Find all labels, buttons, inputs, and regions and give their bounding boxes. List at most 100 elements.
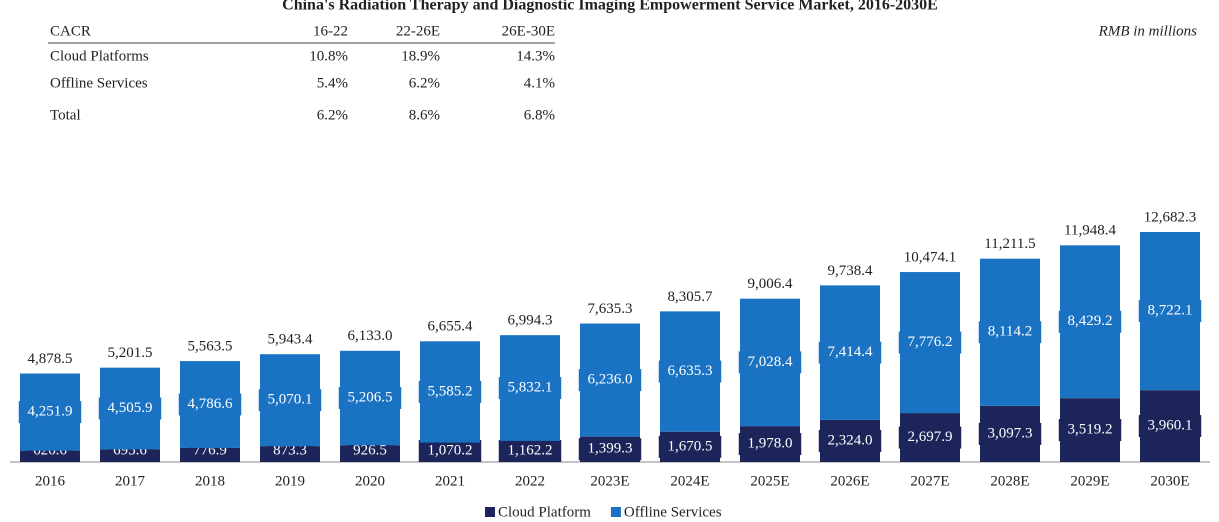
table-header: 16-22 [313,23,348,39]
data-label: 2,324.0 [828,432,873,448]
x-tick-label: 2025E [750,473,789,489]
x-tick-label: 2026E [830,473,869,489]
data-label-box [898,426,962,449]
data-label: 1,670.5 [668,438,713,454]
data-label-box [178,393,242,416]
total-label: 10,474.1 [904,249,957,265]
total-label: 8,305.7 [668,289,714,305]
x-tick-label: 2022 [515,473,545,489]
table-cell: 6.2% [409,75,440,91]
x-tick-label: 2017 [115,473,146,489]
total-label: 9,738.4 [828,263,874,279]
total-label: 11,211.5 [984,236,1035,252]
x-tick-label: 2030E [1150,473,1189,489]
data-label: 4,505.9 [108,400,153,416]
table-cell: Cloud Platforms [50,48,149,64]
data-label: 2,697.9 [908,429,953,445]
data-label: 5,585.2 [428,383,473,399]
data-label: 8,429.2 [1068,313,1113,329]
data-label: 3,519.2 [1068,422,1113,438]
table-cell: 4.1% [524,75,555,91]
data-label: 8,722.1 [1148,303,1193,319]
total-label: 7,635.3 [588,301,633,317]
data-label-box [418,380,482,403]
data-label: 4,786.6 [188,396,234,412]
data-label-box [498,440,562,462]
data-label: 1,978.0 [748,436,793,452]
data-label-box [418,440,482,462]
data-label: 1,162.2 [508,442,553,458]
x-tick-label: 2023E [590,473,629,489]
table-cell: Total [50,107,81,123]
data-label: 3,097.3 [988,425,1033,441]
total-label: 6,994.3 [508,313,553,329]
data-label: 5,832.1 [508,379,553,395]
data-label-box [898,331,962,354]
x-tick-label: 2020 [355,473,385,489]
data-label: 6,236.0 [588,372,633,388]
total-label: 5,943.4 [268,332,314,348]
total-label: 6,133.0 [348,328,393,344]
table-cell: 5.4% [317,75,348,91]
legend-swatch [610,507,621,517]
data-label-box [578,438,642,461]
x-tick-label: 2018 [195,473,225,489]
total-label: 6,655.4 [428,319,474,335]
legend-label: Offline Services [624,504,722,520]
data-label: 7,414.4 [828,344,874,360]
x-tick-label: 2016 [35,473,66,489]
data-label-box [346,440,394,462]
data-label-box [978,422,1042,445]
data-label-box [98,397,162,420]
data-label-box [578,369,642,392]
data-label: 3,960.1 [1148,418,1193,434]
data-label-box [1138,300,1202,323]
data-label-box [498,377,562,400]
x-tick-label: 2021 [435,473,465,489]
total-label: 5,201.5 [108,345,153,361]
data-label: 1,070.2 [428,442,473,458]
table-cell: 6.8% [524,107,555,123]
total-label: 5,563.5 [188,339,233,355]
x-tick-label: 2029E [1070,473,1109,489]
data-label: 1,399.3 [588,441,633,457]
data-label-box [258,389,322,412]
data-label: 7,776.2 [908,334,953,350]
data-label-box [1058,419,1122,442]
data-label-box [738,351,802,374]
data-label-box [818,341,882,364]
table-cell: 14.3% [516,48,555,64]
data-label: 8,114.2 [988,324,1032,340]
data-label: 5,206.5 [348,389,393,405]
x-tick-label: 2024E [670,473,709,489]
total-label: 9,006.4 [748,276,794,292]
x-tick-label: 2027E [910,473,949,489]
data-label-box [738,433,802,456]
data-label-box [818,429,882,452]
chart-title: China's Radiation Therapy and Diagnostic… [282,0,938,14]
data-label-box [1058,310,1122,333]
table-header: 26E-30E [502,23,555,39]
total-label: 4,878.5 [28,351,73,367]
table-cell: 18.9% [401,48,440,64]
table-cell: 8.6% [409,107,440,123]
data-label: 926.5 [353,442,387,458]
table-cell: Offline Services [50,75,148,91]
data-label-box [658,360,722,383]
data-label: 5,070.1 [268,392,313,408]
legend-label: Cloud Platform [498,504,591,520]
data-label-box [338,386,402,409]
x-tick-label: 2019 [275,473,305,489]
table-header: 22-26E [396,23,440,39]
table-cell: 10.8% [309,48,348,64]
data-label-box [1138,415,1202,438]
data-label: 4,251.9 [28,404,73,420]
x-tick-label: 2028E [990,473,1029,489]
table-header: CACR [50,23,91,39]
data-label: 873.3 [273,442,307,458]
data-label: 7,028.4 [748,354,794,370]
table-cell: 6.2% [317,107,348,123]
total-label: 12,682.3 [1144,209,1197,225]
data-label: 6,635.3 [668,363,713,379]
